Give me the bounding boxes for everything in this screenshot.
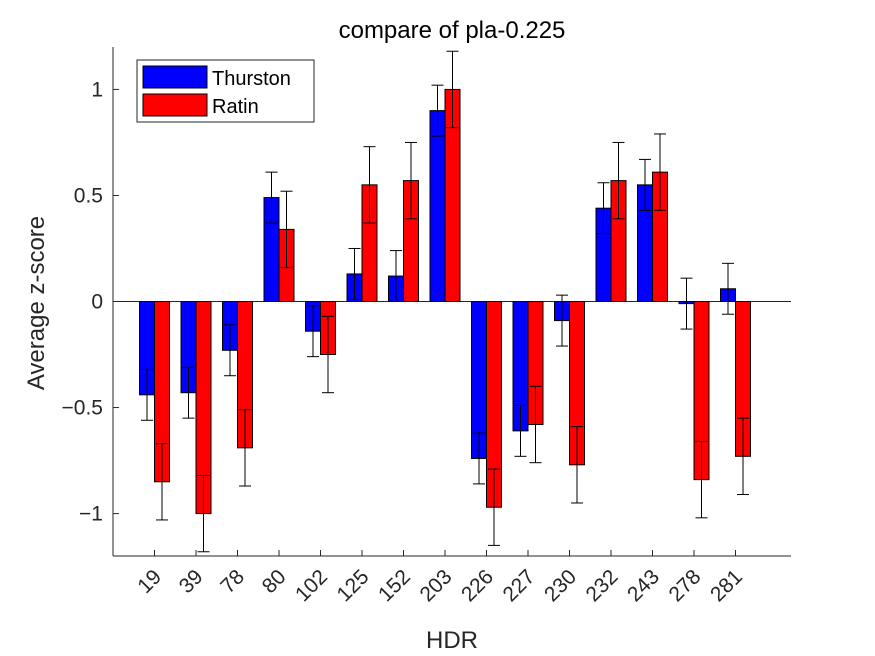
y-axis-label: Average z-score [23,216,50,390]
y-tick-label: −1 [79,503,103,526]
bar-thurston [429,110,446,302]
legend-label-thurston: Thurston [212,68,291,90]
x-tick-label: 125 [332,565,373,606]
legend-swatch-thurston [142,65,208,89]
x-tick-label: 227 [498,565,539,606]
x-tick-label: 281 [706,565,747,606]
y-tick-label: 0.5 [74,184,103,207]
x-tick-label: 39 [175,565,208,598]
x-tick-label: 78 [216,565,249,598]
x-tick-label: 230 [540,565,581,606]
x-tick-label: 232 [581,565,622,606]
x-tick-label: 226 [457,565,498,606]
plot-area: −1 −0.5 0 0.5 1 19 39 78 80 102 125 152 203 226 227 230… [62,47,791,606]
x-tick-label: 80 [258,565,291,598]
x-tick-label: 19 [133,565,166,598]
y-tick-label: −0.5 [62,397,103,420]
x-tick-label: 152 [374,565,415,606]
x-axis-label: HDR [426,627,478,654]
legend-label-ratin: Ratin [212,96,259,118]
x-tick-label: 203 [415,565,456,606]
y-tick-label: 0 [91,291,103,314]
x-tick-label: 102 [291,565,332,606]
chart-title: compare of pla-0.225 [339,17,566,44]
x-tick-label: 243 [623,565,664,606]
legend-swatch-ratin [142,93,208,117]
legend: Thurston Ratin [136,59,315,123]
y-tick-label: 1 [91,78,103,101]
x-tick-label: 278 [664,565,705,606]
